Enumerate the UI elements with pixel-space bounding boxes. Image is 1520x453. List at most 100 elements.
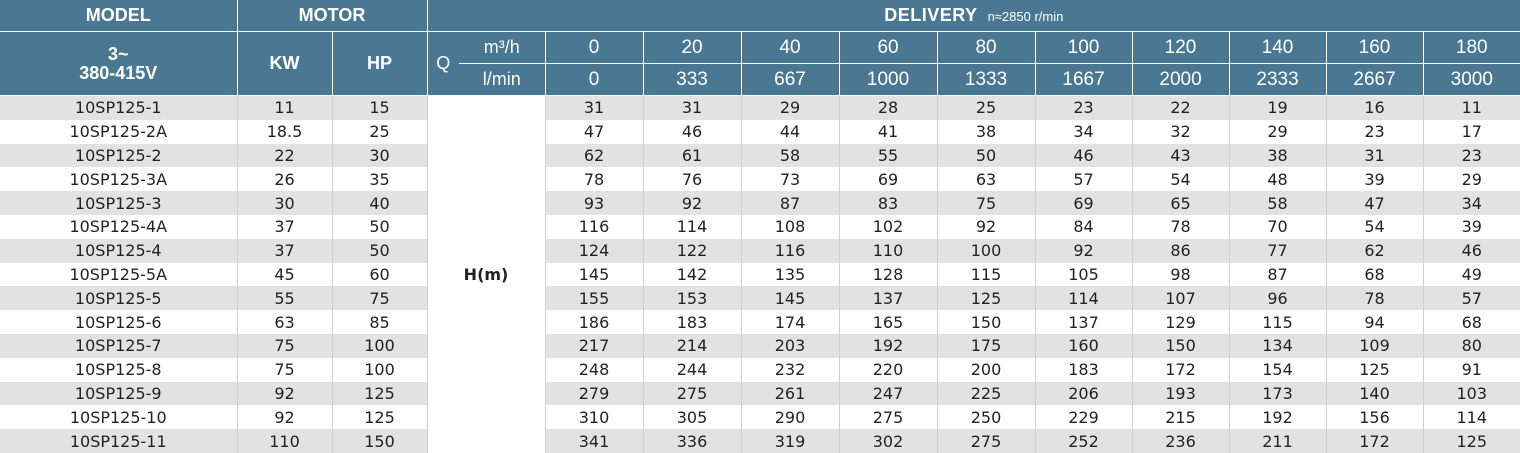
flow-lmin-cell: 2667 <box>1326 63 1424 96</box>
head-value-cell: 70 <box>1229 214 1327 239</box>
table-row: 10SP125-4 37 50 124 122 116 110 100 92 86 77 62 46 <box>0 238 1520 263</box>
head-value-cell: 16 <box>1326 95 1424 120</box>
head-value-cell: 62 <box>1326 238 1424 263</box>
head-value-cell: 31 <box>545 95 644 120</box>
head-value-cell: 155 <box>545 286 644 311</box>
head-value-cell: 92 <box>1035 238 1133 263</box>
head-value-cell: 57 <box>1035 167 1133 192</box>
head-value-cell: 206 <box>1035 381 1133 406</box>
head-value-cell: 65 <box>1132 191 1230 215</box>
hp-cell: 50 <box>332 214 428 239</box>
head-value-cell: 94 <box>1326 310 1424 334</box>
motor-header: MOTOR <box>237 0 428 32</box>
head-value-cell: 47 <box>1326 191 1424 215</box>
model-cell: 10SP125-11 <box>0 429 238 453</box>
head-value-cell: 319 <box>741 429 840 453</box>
head-value-cell: 46 <box>1035 143 1133 168</box>
table-body: 10SP125-1 11 15 H(m) 31 31 29 28 25 23 22 19 16 11 10S… <box>0 95 1520 453</box>
head-value-cell: 135 <box>741 262 840 287</box>
flow-lmin-cell: 333 <box>643 63 742 96</box>
table-row: 10SP125-9 92 125 279 275 261 247 225 206 193 173 14… <box>0 381 1520 406</box>
head-label: H(m) <box>427 95 546 453</box>
voltage-range: 380-415V <box>79 62 158 83</box>
head-value-cell: 47 <box>545 119 644 144</box>
model-header: MODEL <box>0 0 238 32</box>
head-value-cell: 11 <box>1423 95 1520 120</box>
head-value-cell: 61 <box>643 143 742 168</box>
head-value-cell: 165 <box>839 310 938 334</box>
head-value-cell: 125 <box>1423 429 1520 453</box>
head-value-cell: 174 <box>741 310 840 334</box>
head-value-cell: 124 <box>545 238 644 263</box>
head-value-cell: 137 <box>839 286 938 311</box>
flow-lmin-cell: 667 <box>741 63 840 96</box>
flow-m3h-cell: 180 <box>1423 31 1520 64</box>
head-value-cell: 153 <box>643 286 742 311</box>
head-value-cell: 247 <box>839 381 938 406</box>
kw-cell: 37 <box>237 238 333 263</box>
table-row: 10SP125-5A 45 60 145 142 135 128 115 105 98 87 68 49 <box>0 262 1520 287</box>
hp-cell: 125 <box>332 381 428 406</box>
hp-cell: 150 <box>332 429 428 453</box>
flow-m3h-cell: 20 <box>643 31 742 64</box>
head-value-cell: 87 <box>741 191 840 215</box>
head-value-cell: 173 <box>1229 381 1327 406</box>
head-value-cell: 140 <box>1326 381 1424 406</box>
head-value-cell: 150 <box>1132 333 1230 358</box>
kw-cell: 92 <box>237 405 333 430</box>
head-value-cell: 44 <box>741 119 840 144</box>
head-value-cell: 31 <box>1326 143 1424 168</box>
head-value-cell: 186 <box>545 310 644 334</box>
head-value-cell: 116 <box>741 238 840 263</box>
model-cell: 10SP125-10 <box>0 405 238 430</box>
head-value-cell: 114 <box>643 214 742 239</box>
head-value-cell: 93 <box>545 191 644 215</box>
hp-cell: 30 <box>332 143 428 168</box>
head-value-cell: 145 <box>741 286 840 311</box>
model-cell: 10SP125-8 <box>0 357 238 382</box>
head-value-cell: 29 <box>741 95 840 120</box>
flow-lmin-cell: 0 <box>545 63 644 96</box>
head-value-cell: 57 <box>1423 286 1520 311</box>
flow-lmin-cell: 1000 <box>839 63 938 96</box>
model-cell: 10SP125-1 <box>0 95 238 120</box>
head-value-cell: 192 <box>839 333 938 358</box>
hp-cell: 125 <box>332 405 428 430</box>
flow-m3h-cell: 60 <box>839 31 938 64</box>
table-row: 10SP125-6 63 85 186 183 174 165 150 137 129 115 94 6… <box>0 310 1520 334</box>
head-value-cell: 236 <box>1132 429 1230 453</box>
model-cell: 10SP125-3A <box>0 167 238 192</box>
kw-cell: 30 <box>237 191 333 215</box>
head-value-cell: 248 <box>545 357 644 382</box>
head-value-cell: 279 <box>545 381 644 406</box>
head-value-cell: 41 <box>839 119 938 144</box>
flow-m3h-cell: 0 <box>545 31 644 64</box>
head-value-cell: 115 <box>937 262 1036 287</box>
head-value-cell: 48 <box>1229 167 1327 192</box>
head-value-cell: 92 <box>643 191 742 215</box>
model-cell: 10SP125-2A <box>0 119 238 144</box>
head-value-cell: 175 <box>937 333 1036 358</box>
head-value-cell: 105 <box>1035 262 1133 287</box>
head-value-cell: 38 <box>1229 143 1327 168</box>
head-value-cell: 232 <box>741 357 840 382</box>
head-value-cell: 46 <box>1423 238 1520 263</box>
head-value-cell: 252 <box>1035 429 1133 453</box>
table-header: MODEL MOTOR DELIVERY n≈2850 r/min 3~ 380-… <box>0 0 1520 96</box>
head-value-cell: 172 <box>1132 357 1230 382</box>
table-row: 10SP125-7 75 100 217 214 203 192 175 160 150 134 10… <box>0 333 1520 358</box>
head-value-cell: 78 <box>1132 214 1230 239</box>
head-value-cell: 142 <box>643 262 742 287</box>
head-value-cell: 29 <box>1423 167 1520 192</box>
head-value-cell: 17 <box>1423 119 1520 144</box>
head-value-cell: 310 <box>545 405 644 430</box>
head-value-cell: 275 <box>839 405 938 430</box>
kw-cell: 45 <box>237 262 333 287</box>
flow-m3h-cell: 160 <box>1326 31 1424 64</box>
head-value-cell: 302 <box>839 429 938 453</box>
flow-m3h-cell: 80 <box>937 31 1036 64</box>
hp-header: HP <box>332 31 428 96</box>
head-value-cell: 145 <box>545 262 644 287</box>
head-value-cell: 156 <box>1326 405 1424 430</box>
unit-lmin-label: l/min <box>459 63 546 96</box>
